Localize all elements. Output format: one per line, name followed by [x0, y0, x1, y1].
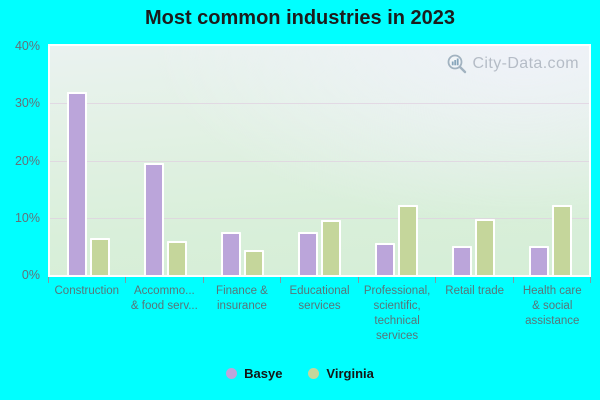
x-tick [280, 277, 357, 283]
chart-title: Most common industries in 2023 [144, 7, 456, 29]
bar-virginia-4 [321, 220, 341, 275]
x-tick [202, 277, 280, 283]
legend-swatch-icon [226, 368, 238, 379]
bar-virginia-3 [244, 249, 264, 275]
watermark-text: City-Data.com [472, 55, 579, 72]
x-category-label-4: Educational services [289, 285, 350, 312]
bar-basye-6 [452, 246, 472, 275]
legend-label: Basye [244, 366, 283, 381]
x-category-label-2: Accommo... & food serv... [130, 285, 198, 312]
bar-basye-2 [144, 162, 164, 275]
bar-virginia-7 [552, 204, 572, 275]
legend-item-basye: Basye [226, 366, 282, 381]
gridline-10pct [50, 217, 589, 219]
bar-basye-3 [221, 231, 241, 275]
bar-virginia-1 [90, 238, 110, 275]
x-category-label-7: Health care & social assistance [522, 285, 582, 327]
x-tick [435, 277, 512, 283]
x-category-label-3: Finance & insurance [216, 285, 268, 312]
y-tick-label: 20% [14, 153, 40, 168]
bar-virginia-2 [167, 241, 187, 275]
bar-virginia-6 [475, 218, 495, 275]
x-category-label-6: Retail trade [445, 285, 505, 297]
bar-group-6 [435, 46, 512, 275]
y-tick-label: 30% [14, 96, 40, 111]
x-tick [48, 277, 125, 283]
x-tick [357, 277, 435, 283]
x-axis-ticks [48, 277, 591, 283]
y-tick-label: 0% [21, 268, 40, 282]
legend-label: Virginia [326, 366, 374, 381]
bar-group-2 [127, 46, 204, 275]
x-tick [512, 277, 590, 283]
magnifier-bar-chart-icon [448, 54, 467, 74]
legend: Basye Virginia [0, 366, 600, 381]
x-tick [125, 277, 202, 283]
bar-group-7 [512, 46, 589, 275]
bar-basye-7 [529, 246, 549, 275]
gridline-30pct [50, 103, 589, 105]
bar-series [50, 46, 589, 275]
bar-virginia-5 [398, 205, 418, 275]
bar-group-4 [281, 46, 358, 275]
x-axis-labels: Construction Accommo... & food serv... Fina… [48, 284, 591, 344]
y-tick-label: 10% [14, 210, 40, 225]
watermark: City-Data.com [446, 53, 579, 75]
bar-group-3 [204, 46, 281, 275]
x-category-label-1: Construction [54, 285, 120, 297]
bar-basye-5 [375, 242, 395, 275]
legend-swatch-icon [308, 368, 320, 379]
bar-basye-4 [298, 231, 318, 275]
y-tick-label: 40% [14, 39, 40, 53]
x-category-label-5: Professional, scientific, technical service… [363, 285, 431, 342]
bar-group-1 [50, 46, 127, 275]
gridline-20pct [50, 160, 589, 162]
bar-group-5 [358, 46, 435, 275]
plot-area: City-Data.com [48, 44, 591, 277]
bar-basye-1 [67, 91, 87, 275]
legend-item-virginia: Virginia [308, 366, 374, 381]
